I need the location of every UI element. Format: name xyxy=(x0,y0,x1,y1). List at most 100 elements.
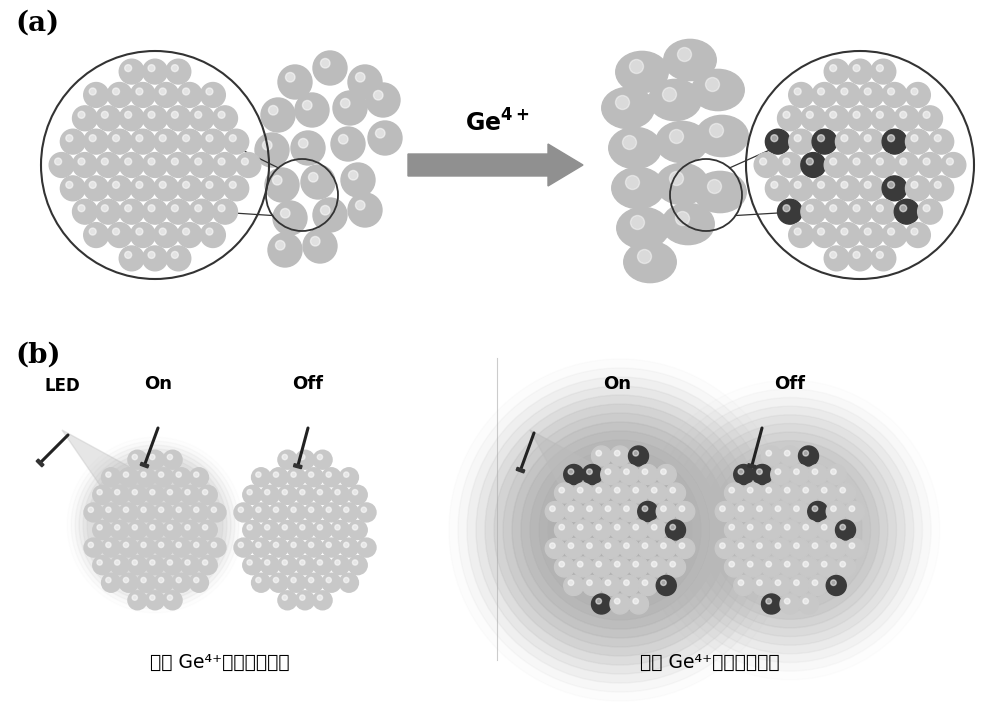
Circle shape xyxy=(301,165,335,199)
Circle shape xyxy=(361,507,367,513)
Circle shape xyxy=(808,501,828,522)
Circle shape xyxy=(213,199,237,224)
Circle shape xyxy=(789,539,809,559)
Ellipse shape xyxy=(662,204,714,245)
Circle shape xyxy=(826,501,846,522)
Circle shape xyxy=(158,507,164,513)
Circle shape xyxy=(137,503,156,522)
Circle shape xyxy=(619,575,639,595)
Polygon shape xyxy=(36,459,44,467)
Circle shape xyxy=(89,135,96,141)
Circle shape xyxy=(849,506,855,511)
Circle shape xyxy=(649,389,931,671)
Circle shape xyxy=(656,464,676,484)
Circle shape xyxy=(163,556,182,575)
Circle shape xyxy=(150,560,155,565)
Circle shape xyxy=(132,595,137,600)
Circle shape xyxy=(256,472,261,477)
Circle shape xyxy=(946,158,953,165)
Circle shape xyxy=(923,205,930,211)
Circle shape xyxy=(340,98,350,108)
Circle shape xyxy=(310,236,320,246)
Circle shape xyxy=(670,129,684,144)
Circle shape xyxy=(96,106,121,131)
Circle shape xyxy=(743,520,763,540)
Circle shape xyxy=(760,158,767,165)
Circle shape xyxy=(300,455,305,460)
Circle shape xyxy=(757,543,762,549)
Circle shape xyxy=(864,135,871,141)
Circle shape xyxy=(97,560,102,565)
Circle shape xyxy=(256,578,261,583)
Circle shape xyxy=(304,468,323,487)
Circle shape xyxy=(295,93,329,127)
Circle shape xyxy=(619,501,639,522)
Circle shape xyxy=(150,489,155,495)
Circle shape xyxy=(89,88,96,95)
Circle shape xyxy=(784,525,790,530)
Circle shape xyxy=(747,487,753,493)
Circle shape xyxy=(89,182,96,188)
Text: On: On xyxy=(603,375,631,393)
Circle shape xyxy=(200,223,225,247)
Circle shape xyxy=(794,228,801,235)
Circle shape xyxy=(592,557,612,577)
Circle shape xyxy=(826,575,846,595)
Circle shape xyxy=(269,538,288,557)
Circle shape xyxy=(107,223,132,247)
Circle shape xyxy=(888,88,895,95)
Circle shape xyxy=(876,252,883,258)
Circle shape xyxy=(720,543,725,549)
Ellipse shape xyxy=(692,69,744,110)
Circle shape xyxy=(300,489,305,495)
Circle shape xyxy=(313,485,332,504)
Circle shape xyxy=(624,469,629,474)
Circle shape xyxy=(679,543,685,549)
Circle shape xyxy=(102,573,121,592)
Circle shape xyxy=(296,450,314,469)
Circle shape xyxy=(130,83,155,107)
Circle shape xyxy=(778,199,802,224)
Circle shape xyxy=(798,520,818,540)
Circle shape xyxy=(218,205,225,211)
Circle shape xyxy=(285,73,295,82)
Circle shape xyxy=(132,560,137,565)
Circle shape xyxy=(177,176,202,201)
Circle shape xyxy=(119,246,144,271)
Circle shape xyxy=(331,520,350,539)
Circle shape xyxy=(278,591,297,610)
Circle shape xyxy=(888,135,895,141)
Circle shape xyxy=(183,88,190,95)
Circle shape xyxy=(291,542,296,548)
Circle shape xyxy=(339,538,358,557)
Circle shape xyxy=(106,472,111,477)
Circle shape xyxy=(282,595,287,600)
Circle shape xyxy=(789,176,814,201)
Circle shape xyxy=(171,158,178,165)
Circle shape xyxy=(177,129,202,154)
Circle shape xyxy=(638,539,658,559)
Circle shape xyxy=(876,158,883,165)
Circle shape xyxy=(195,111,202,118)
Circle shape xyxy=(352,489,358,495)
Circle shape xyxy=(830,252,837,258)
Ellipse shape xyxy=(656,163,708,204)
Circle shape xyxy=(123,542,129,548)
Circle shape xyxy=(143,106,167,131)
Circle shape xyxy=(798,483,818,503)
Ellipse shape xyxy=(617,207,669,249)
Circle shape xyxy=(821,487,827,493)
Circle shape xyxy=(647,557,667,577)
Circle shape xyxy=(629,594,648,614)
Circle shape xyxy=(845,501,865,522)
Circle shape xyxy=(119,503,138,522)
Circle shape xyxy=(66,182,73,188)
Circle shape xyxy=(789,575,809,595)
Circle shape xyxy=(918,153,942,177)
Circle shape xyxy=(724,483,744,503)
Circle shape xyxy=(675,501,695,522)
Circle shape xyxy=(115,560,120,565)
Circle shape xyxy=(894,106,919,131)
Circle shape xyxy=(670,487,676,493)
Circle shape xyxy=(344,507,349,513)
